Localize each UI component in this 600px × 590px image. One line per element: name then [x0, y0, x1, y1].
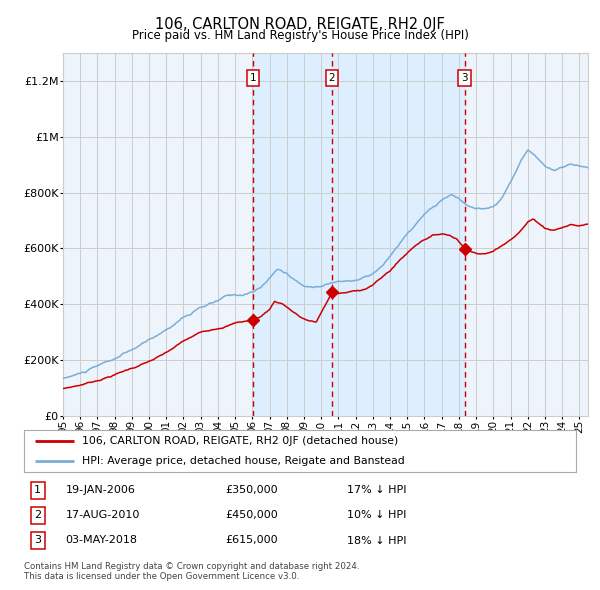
Text: Price paid vs. HM Land Registry's House Price Index (HPI): Price paid vs. HM Land Registry's House … [131, 30, 469, 42]
Text: £450,000: £450,000 [226, 510, 278, 520]
Text: 106, CARLTON ROAD, REIGATE, RH2 0JF: 106, CARLTON ROAD, REIGATE, RH2 0JF [155, 17, 445, 31]
Text: 17-AUG-2010: 17-AUG-2010 [65, 510, 140, 520]
Text: 106, CARLTON ROAD, REIGATE, RH2 0JF (detached house): 106, CARLTON ROAD, REIGATE, RH2 0JF (det… [82, 436, 398, 446]
Text: 1: 1 [250, 73, 257, 83]
Text: 03-MAY-2018: 03-MAY-2018 [65, 536, 137, 546]
Text: 19-JAN-2006: 19-JAN-2006 [65, 485, 135, 495]
Text: £615,000: £615,000 [226, 536, 278, 546]
Text: Contains HM Land Registry data © Crown copyright and database right 2024.: Contains HM Land Registry data © Crown c… [24, 562, 359, 571]
Text: 17% ↓ HPI: 17% ↓ HPI [347, 485, 406, 495]
Text: £350,000: £350,000 [226, 485, 278, 495]
Bar [253, 53, 464, 416]
Text: HPI: Average price, detached house, Reigate and Banstead: HPI: Average price, detached house, Reig… [82, 457, 405, 466]
Text: 1: 1 [34, 485, 41, 495]
Text: 2: 2 [329, 73, 335, 83]
Text: 3: 3 [34, 536, 41, 546]
Text: 3: 3 [461, 73, 468, 83]
Text: This data is licensed under the Open Government Licence v3.0.: This data is licensed under the Open Gov… [24, 572, 299, 581]
Text: 18% ↓ HPI: 18% ↓ HPI [347, 536, 406, 546]
Text: 2: 2 [34, 510, 41, 520]
Text: 10% ↓ HPI: 10% ↓ HPI [347, 510, 406, 520]
